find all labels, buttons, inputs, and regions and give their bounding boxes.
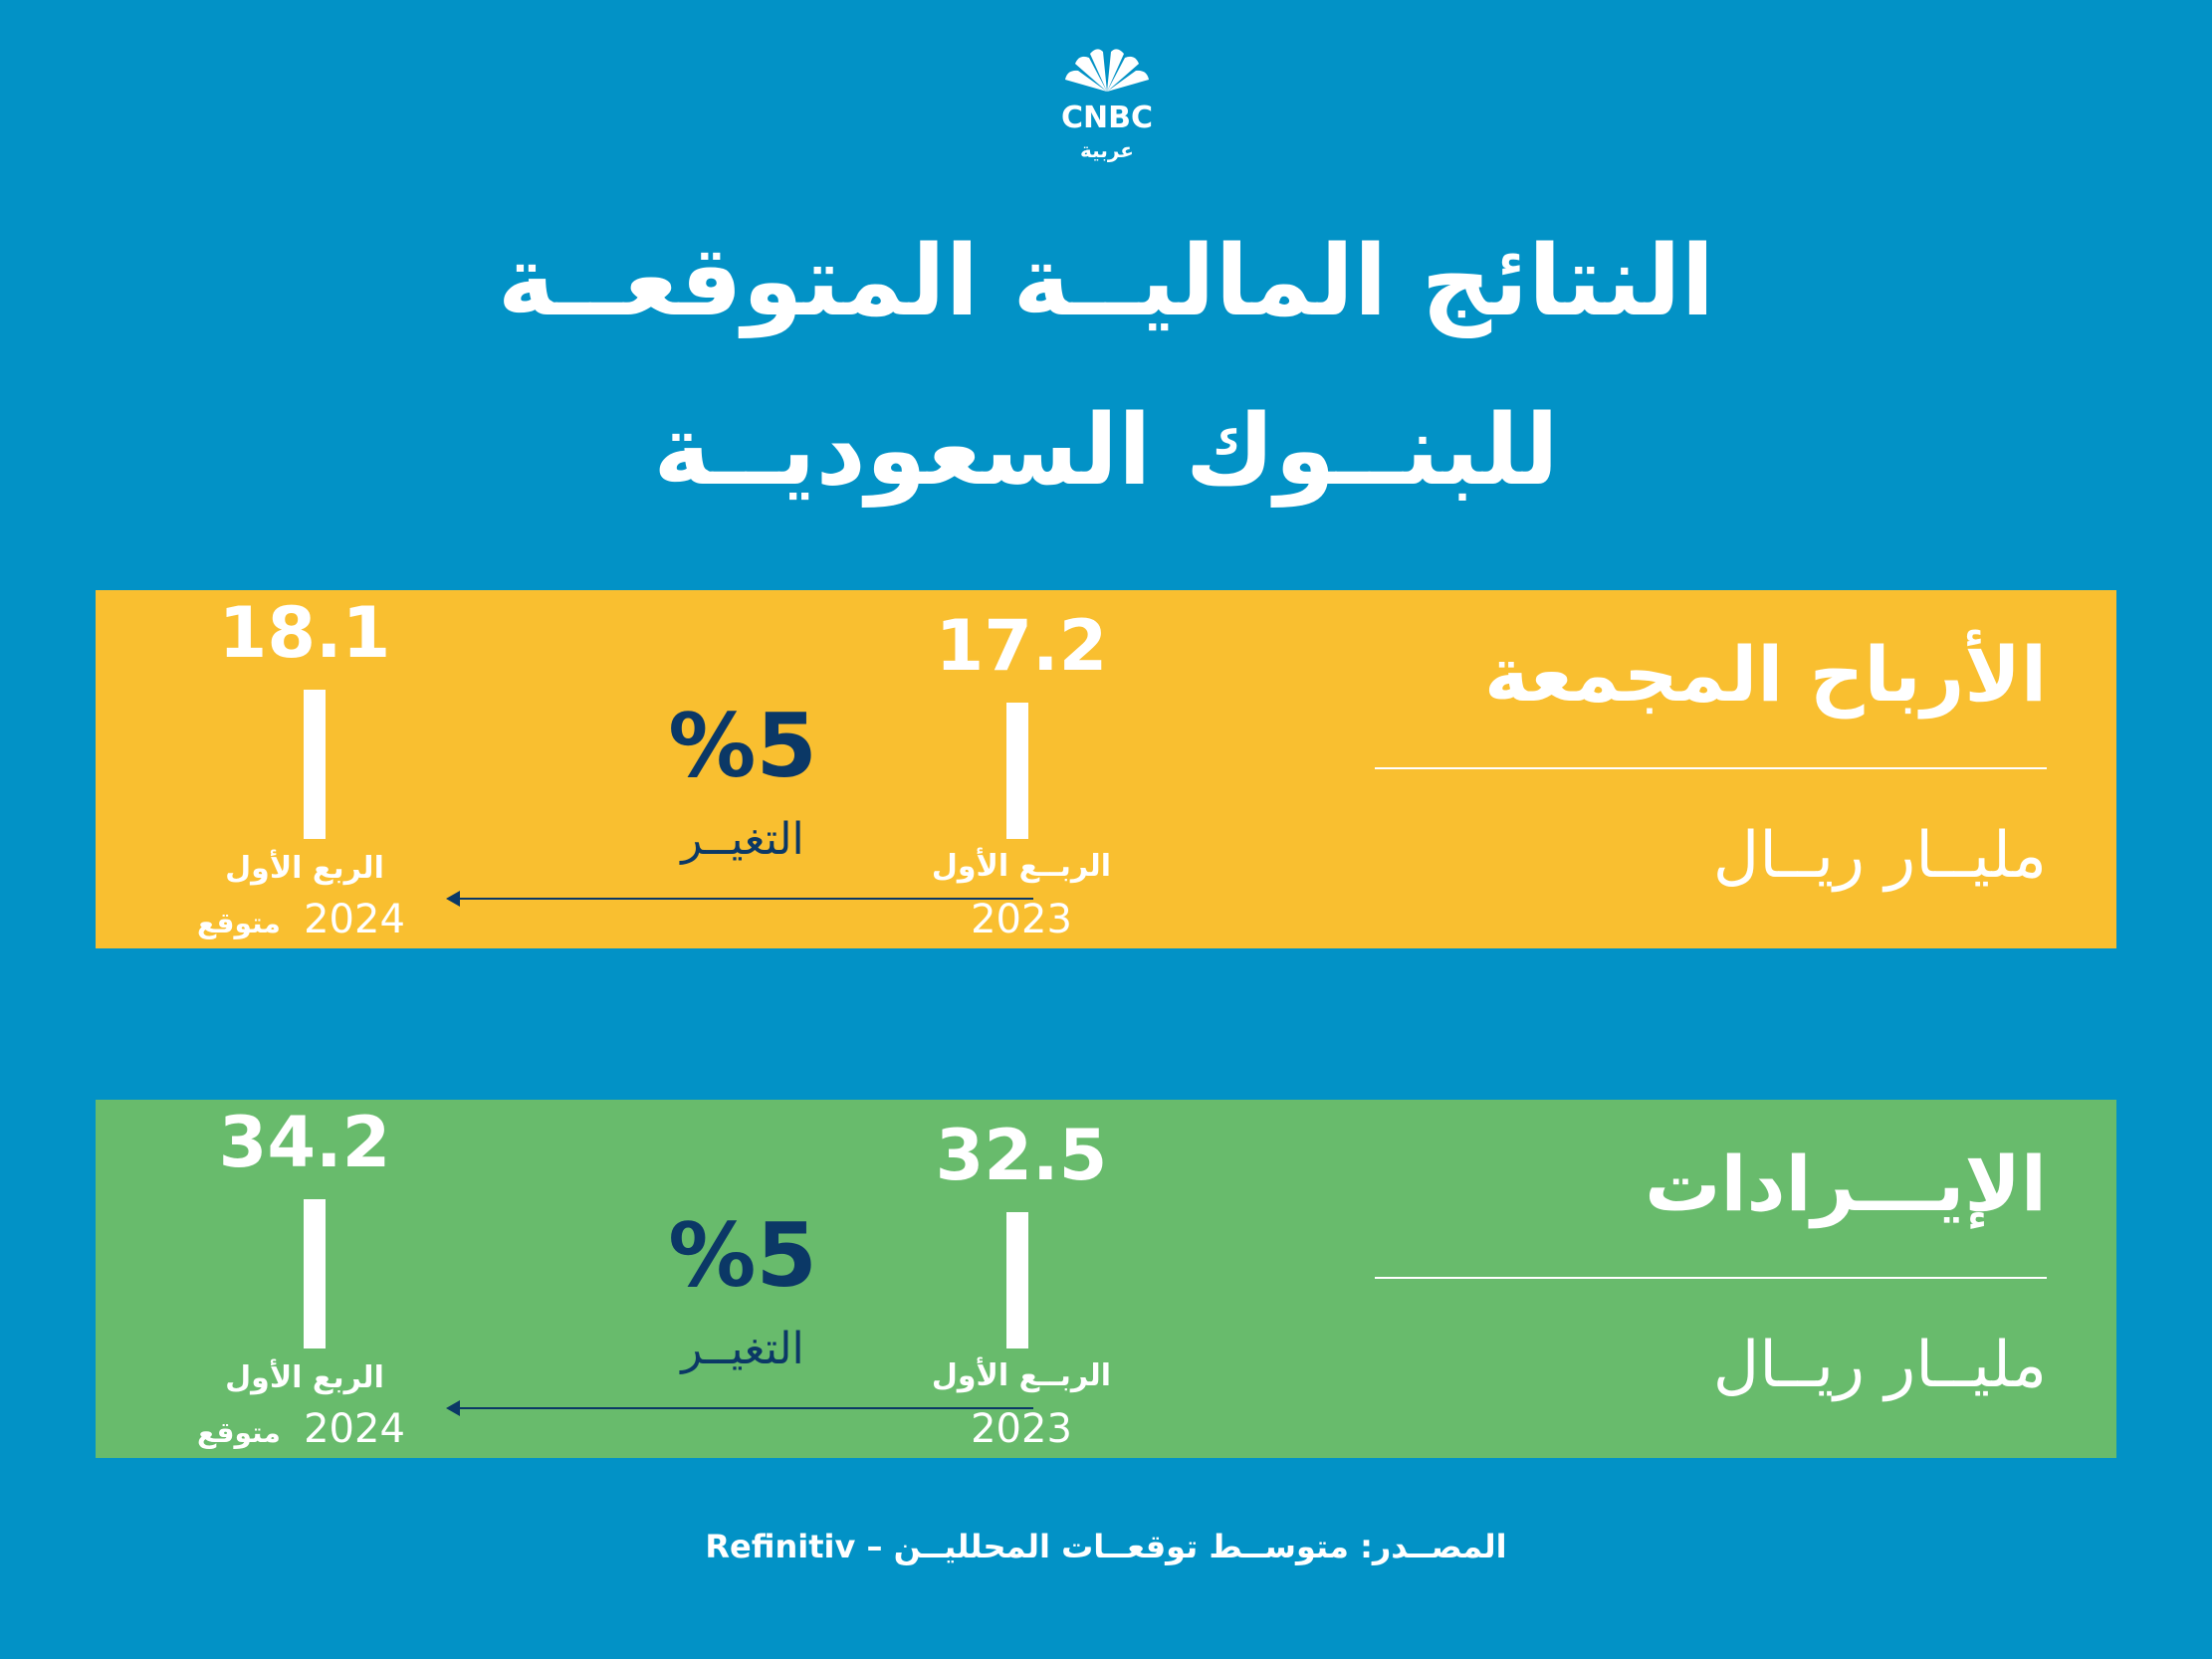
arrow-left-icon bbox=[446, 891, 1033, 907]
forecast-label: متوقع bbox=[197, 1416, 281, 1449]
logo-text: CNBC bbox=[1061, 101, 1153, 135]
divider bbox=[1375, 1277, 2047, 1279]
q1-2024-column: 34.2 الربع الأول 2024 متوقع bbox=[155, 1100, 454, 1458]
metric-unit: مليــار ريــال bbox=[1712, 1329, 2047, 1402]
q1-2023-bar bbox=[1006, 1212, 1028, 1348]
q1-2024-bar bbox=[304, 1199, 326, 1348]
q1-2023-column: 32.5 الربــع الأول 2023 bbox=[872, 1100, 1171, 1458]
q1-2023-bar bbox=[1006, 703, 1028, 839]
q1-2024-label: الربع الأول bbox=[225, 1360, 384, 1395]
q1-2023-label: الربــع الأول bbox=[931, 849, 1112, 884]
metric-name: الإيـــرادات bbox=[1645, 1140, 2047, 1228]
q1-2024-value: 34.2 bbox=[218, 1102, 391, 1183]
change-label: التغيــر bbox=[681, 814, 804, 865]
forecast-label: متوقع bbox=[197, 907, 281, 939]
source-note: المصــدر: متوســط توقعــات المحلليــن – … bbox=[705, 1528, 1507, 1565]
logo-subtext: عربية bbox=[1080, 138, 1134, 162]
q1-2024-year: 2024 bbox=[304, 897, 405, 942]
arrow-left-icon bbox=[446, 1400, 1033, 1416]
change-label: التغيــر bbox=[681, 1324, 804, 1374]
q1-2024-label: الربع الأول bbox=[225, 851, 384, 886]
q1-2024-year: 2024 bbox=[304, 1406, 405, 1452]
q1-2023-value: 17.2 bbox=[935, 605, 1108, 687]
q1-2024-bar bbox=[304, 690, 326, 839]
q1-2024-value: 18.1 bbox=[218, 592, 391, 674]
q1-2024-column: 18.1 الربع الأول 2024 متوقع bbox=[155, 590, 454, 948]
revenues-panel: الإيـــرادات مليــار ريــال 32.5 الربــع… bbox=[96, 1100, 2116, 1458]
q1-2023-label: الربــع الأول bbox=[931, 1358, 1112, 1393]
q1-2023-value: 32.5 bbox=[935, 1115, 1108, 1196]
q1-2023-column: 17.2 الربــع الأول 2023 bbox=[872, 590, 1171, 948]
metric-unit: مليــار ريــال bbox=[1712, 819, 2047, 893]
title-line-1: النتائج الماليــة المتوقعــة bbox=[497, 225, 1715, 338]
cnbc-arabia-logo: CNBC عربية bbox=[1045, 40, 1169, 164]
q1-2023-year: 2023 bbox=[971, 1406, 1072, 1452]
change-percent: %5 bbox=[668, 1204, 817, 1307]
change-percent: %5 bbox=[668, 695, 817, 797]
divider bbox=[1375, 767, 2047, 769]
q1-2023-year: 2023 bbox=[971, 897, 1072, 942]
title-line-2: للبنــوك السعوديــة bbox=[653, 394, 1559, 508]
profits-panel: الأرباح المجمعة مليــار ريــال 17.2 الرب… bbox=[96, 590, 2116, 948]
metric-name: الأرباح المجمعة bbox=[1484, 630, 2047, 719]
